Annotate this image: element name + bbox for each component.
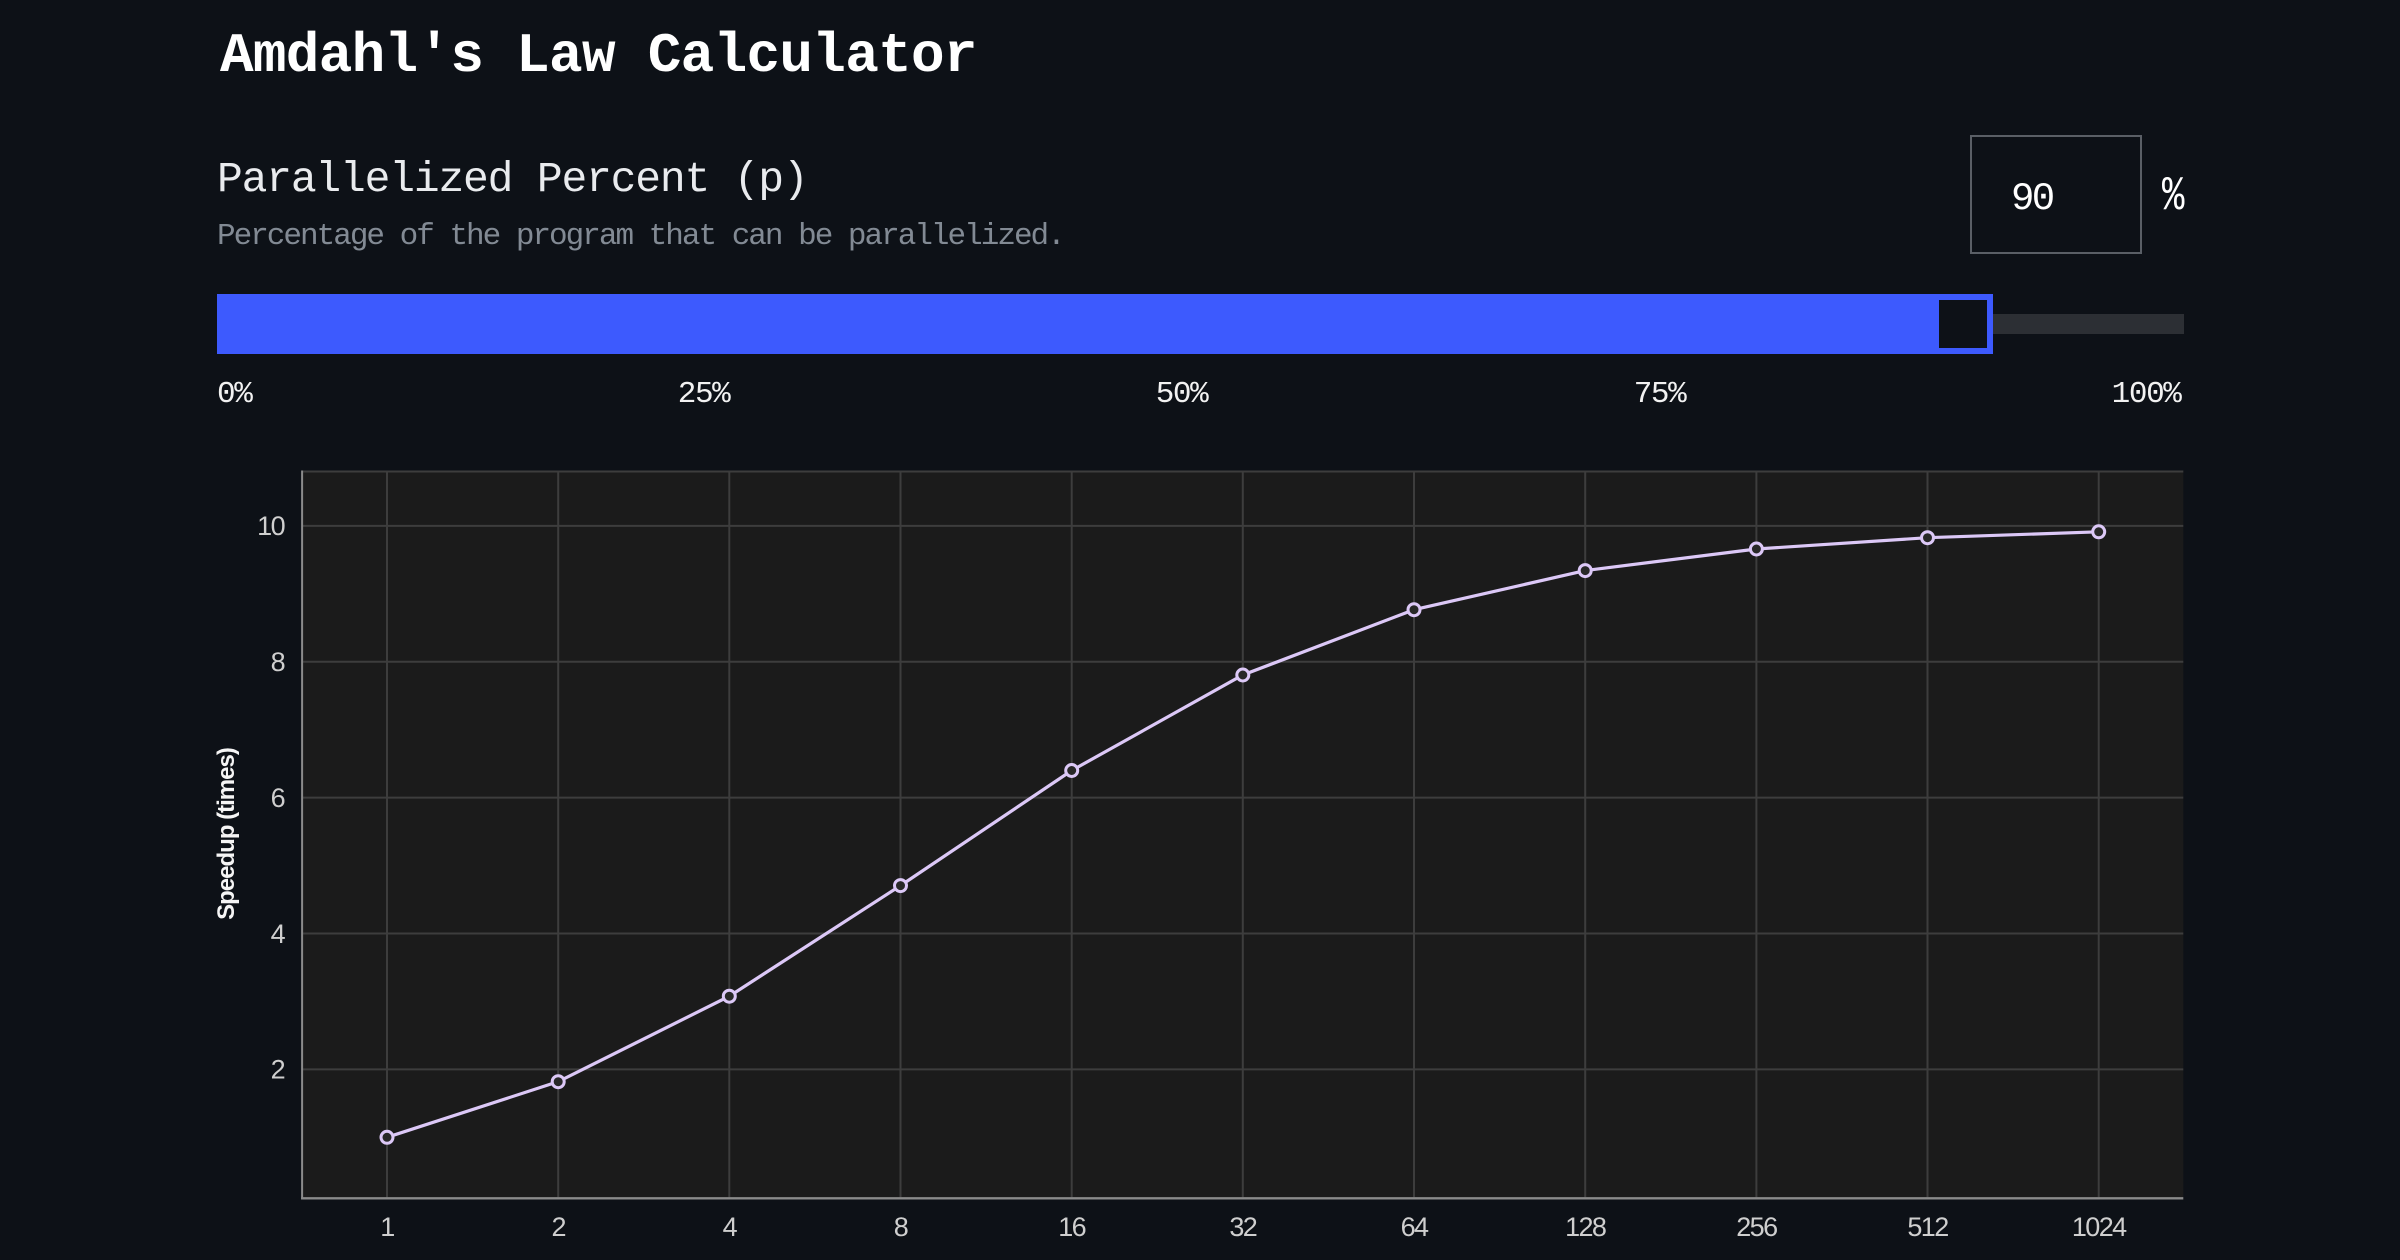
svg-text:512: 512 (1907, 1212, 1948, 1242)
svg-text:4: 4 (271, 919, 286, 949)
svg-text:64: 64 (1401, 1212, 1429, 1242)
svg-text:8: 8 (894, 1212, 908, 1242)
svg-text:16: 16 (1058, 1212, 1085, 1242)
svg-text:8: 8 (271, 647, 285, 677)
svg-text:128: 128 (1565, 1212, 1606, 1242)
svg-text:1024: 1024 (2072, 1212, 2127, 1242)
svg-text:10: 10 (257, 511, 284, 541)
svg-text:2: 2 (271, 1055, 285, 1085)
svg-text:1: 1 (380, 1212, 394, 1242)
svg-text:2: 2 (551, 1212, 565, 1242)
svg-text:Speedup (times): Speedup (times) (213, 748, 240, 920)
svg-text:32: 32 (1229, 1212, 1256, 1242)
svg-text:256: 256 (1736, 1212, 1777, 1242)
svg-text:6: 6 (271, 783, 285, 813)
svg-text:4: 4 (723, 1212, 738, 1242)
